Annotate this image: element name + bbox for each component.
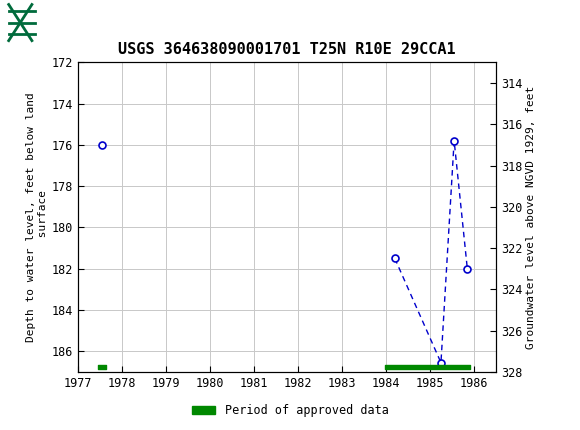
Text: USGS: USGS	[67, 12, 130, 33]
Y-axis label: Groundwater level above NGVD 1929, feet: Groundwater level above NGVD 1929, feet	[526, 86, 537, 349]
Y-axis label: Depth to water level, feet below land
 surface: Depth to water level, feet below land su…	[26, 92, 48, 342]
Bar	[6, 3, 58, 42]
Title: USGS 364638090001701 T25N R10E 29CCA1: USGS 364638090001701 T25N R10E 29CCA1	[118, 42, 456, 57]
Legend: Period of approved data: Period of approved data	[187, 399, 393, 422]
